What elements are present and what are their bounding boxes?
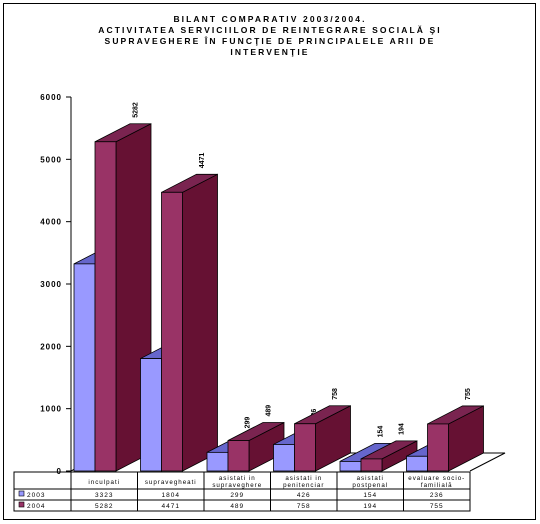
legend-swatch-2003 bbox=[18, 490, 25, 497]
y-tick-label: 6000 bbox=[40, 93, 62, 102]
data-label-s1-c1: 4471 bbox=[199, 153, 206, 169]
category-label: supraveghere bbox=[212, 482, 262, 489]
table-cell: 299 bbox=[230, 492, 244, 499]
table-cell: 236 bbox=[430, 492, 444, 499]
bar-front-s1-c3 bbox=[294, 423, 316, 472]
bar-front-s0-c5 bbox=[406, 455, 428, 472]
bar-side-s1-c1 bbox=[182, 173, 218, 472]
category-label: asistati in bbox=[219, 475, 256, 482]
chart-title-line-1: BILANT COMPARATIV 2003/2004. bbox=[173, 14, 367, 24]
bar-front-s0-c4 bbox=[339, 461, 362, 472]
legend-label: 2004 bbox=[27, 503, 45, 510]
table-cell: 194 bbox=[363, 503, 377, 510]
bar-front-s0-c1 bbox=[140, 358, 162, 472]
chart-title-line-4: INTERVENŢIE bbox=[230, 47, 310, 57]
legend-label: 2003 bbox=[27, 492, 45, 499]
bar-front-s1-c4 bbox=[360, 458, 383, 472]
chart-title-line-2: ACTIVITATEA SERVICIILOR DE REINTEGRARE S… bbox=[98, 25, 442, 35]
table-cell: 5282 bbox=[95, 503, 113, 510]
y-tick-label: 2000 bbox=[40, 342, 62, 351]
category-label: penitenciar bbox=[283, 482, 324, 489]
category-label: asistati bbox=[357, 475, 384, 482]
bar-front-s1-c2 bbox=[227, 440, 250, 472]
category-label: asistati in bbox=[285, 475, 322, 482]
bar-front-s0-c2 bbox=[206, 451, 229, 472]
legend-swatch-2004 bbox=[18, 501, 25, 508]
category-label: evaluare socio- bbox=[408, 475, 465, 482]
data-label-s1-c3: 758 bbox=[332, 388, 339, 400]
bar-front-s1-c0 bbox=[94, 141, 117, 472]
data-label-s1-c2: 489 bbox=[266, 405, 273, 417]
table-cell: 489 bbox=[230, 503, 244, 510]
y-tick-label: 3000 bbox=[40, 280, 62, 289]
table-cell: 755 bbox=[430, 503, 444, 510]
category-label: supravegheati bbox=[145, 479, 197, 486]
y-tick-label: 4000 bbox=[40, 218, 62, 227]
data-label-s1-c0: 5282 bbox=[133, 102, 140, 118]
category-label: inculpati bbox=[88, 479, 120, 486]
data-label-s1-c5: 755 bbox=[465, 388, 472, 400]
bar-front-s0-c3 bbox=[273, 444, 295, 472]
table-cell: 3323 bbox=[95, 492, 113, 499]
table-cell: 758 bbox=[297, 503, 311, 510]
table-cell: 154 bbox=[363, 492, 377, 499]
bar-front-s1-c1 bbox=[161, 191, 183, 472]
data-label-s0-c2: 299 bbox=[245, 417, 252, 429]
data-label-s1-c4: 194 bbox=[398, 423, 405, 435]
category-label: familială bbox=[421, 482, 453, 489]
bar-front-s1-c5 bbox=[427, 423, 449, 472]
table-cell: 4471 bbox=[162, 503, 180, 510]
table-cell: 1804 bbox=[162, 492, 180, 499]
chart-title-line-3: SUPRAVEGHERE ÎN FUNCŢIE DE PRINCIPALELE … bbox=[104, 36, 436, 46]
y-tick-label: 5000 bbox=[40, 155, 62, 164]
bar-front-s0-c0 bbox=[73, 263, 96, 472]
data-label-s0-c4: 154 bbox=[378, 426, 385, 438]
category-label: postpenal bbox=[352, 482, 388, 489]
y-tick-label: 1000 bbox=[40, 405, 62, 414]
table-cell: 426 bbox=[297, 492, 311, 499]
